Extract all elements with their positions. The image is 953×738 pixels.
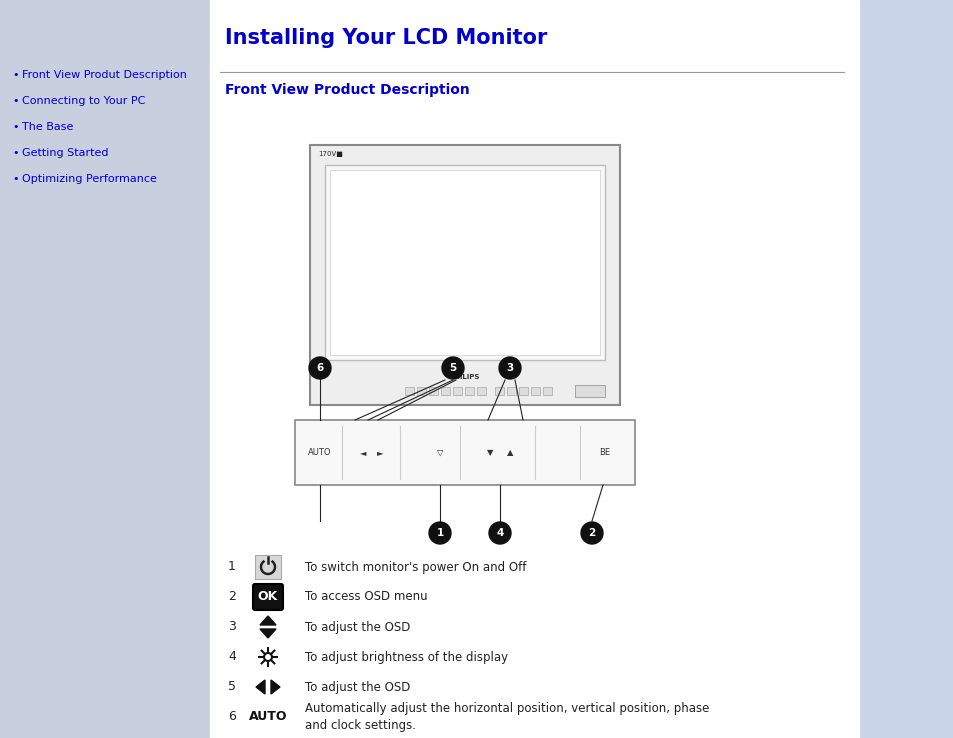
Text: 6: 6 <box>228 711 235 723</box>
Text: The Base: The Base <box>22 122 73 132</box>
Bar <box>476 387 485 395</box>
Bar <box>405 387 414 395</box>
Text: 1: 1 <box>436 528 443 538</box>
Bar <box>416 387 426 395</box>
Bar <box>506 387 516 395</box>
Text: •: • <box>12 70 18 80</box>
Bar <box>330 170 599 355</box>
Circle shape <box>429 522 451 544</box>
Text: 1: 1 <box>228 560 235 573</box>
Bar <box>325 165 604 360</box>
Text: 2: 2 <box>228 590 235 604</box>
Text: BE: BE <box>598 448 610 457</box>
Text: ►: ► <box>376 448 383 457</box>
Circle shape <box>441 357 463 379</box>
Text: •: • <box>12 122 18 132</box>
Text: 170V■: 170V■ <box>317 151 342 157</box>
Text: To access OSD menu: To access OSD menu <box>305 590 427 604</box>
Bar <box>453 387 461 395</box>
Text: Installing Your LCD Monitor: Installing Your LCD Monitor <box>225 28 547 48</box>
Text: ◄: ◄ <box>359 448 366 457</box>
Text: ▼: ▼ <box>486 448 493 457</box>
Text: 6: 6 <box>316 363 323 373</box>
Bar <box>858 0 953 738</box>
Text: ▽: ▽ <box>436 448 443 457</box>
Bar <box>518 387 527 395</box>
Text: 5: 5 <box>449 363 456 373</box>
Bar <box>310 145 619 405</box>
Circle shape <box>498 357 520 379</box>
Text: Getting Started: Getting Started <box>22 148 109 158</box>
Text: Front View Product Description: Front View Product Description <box>225 83 469 97</box>
Text: •: • <box>12 148 18 158</box>
Bar <box>495 387 503 395</box>
Text: Connecting to Your PC: Connecting to Your PC <box>22 96 145 106</box>
Text: AUTO: AUTO <box>308 448 332 457</box>
Text: 4: 4 <box>228 650 235 663</box>
Circle shape <box>309 357 331 379</box>
Text: •: • <box>12 174 18 184</box>
Bar <box>210 0 858 738</box>
Text: ▲: ▲ <box>506 448 513 457</box>
Bar <box>542 387 552 395</box>
Text: To adjust brightness of the display: To adjust brightness of the display <box>305 650 508 663</box>
Text: To switch monitor's power On and Off: To switch monitor's power On and Off <box>305 560 526 573</box>
Circle shape <box>580 522 602 544</box>
Bar <box>440 387 450 395</box>
Text: 5: 5 <box>228 680 235 694</box>
Text: OK: OK <box>257 590 278 604</box>
FancyBboxPatch shape <box>253 584 283 610</box>
Bar <box>0 0 210 738</box>
Bar <box>429 387 437 395</box>
Text: 3: 3 <box>506 363 513 373</box>
Text: 2: 2 <box>588 528 595 538</box>
Text: •: • <box>12 96 18 106</box>
Polygon shape <box>271 680 280 694</box>
Bar <box>531 387 539 395</box>
Bar <box>254 555 281 579</box>
Circle shape <box>264 653 272 661</box>
Bar <box>294 420 635 485</box>
Polygon shape <box>255 680 265 694</box>
Text: To adjust the OSD: To adjust the OSD <box>305 621 410 633</box>
Text: Automatically adjust the horizontal position, vertical position, phase
and clock: Automatically adjust the horizontal posi… <box>305 702 709 732</box>
Polygon shape <box>260 616 275 625</box>
Text: AUTO: AUTO <box>249 711 287 723</box>
Polygon shape <box>260 629 275 638</box>
Text: 4: 4 <box>496 528 503 538</box>
Text: PHILIPS: PHILIPS <box>450 374 479 380</box>
Text: 3: 3 <box>228 621 235 633</box>
Text: Front View Produt Description: Front View Produt Description <box>22 70 187 80</box>
Bar <box>575 385 604 397</box>
Bar <box>464 387 474 395</box>
Text: To adjust the OSD: To adjust the OSD <box>305 680 410 694</box>
Circle shape <box>489 522 511 544</box>
Text: Optimizing Performance: Optimizing Performance <box>22 174 156 184</box>
